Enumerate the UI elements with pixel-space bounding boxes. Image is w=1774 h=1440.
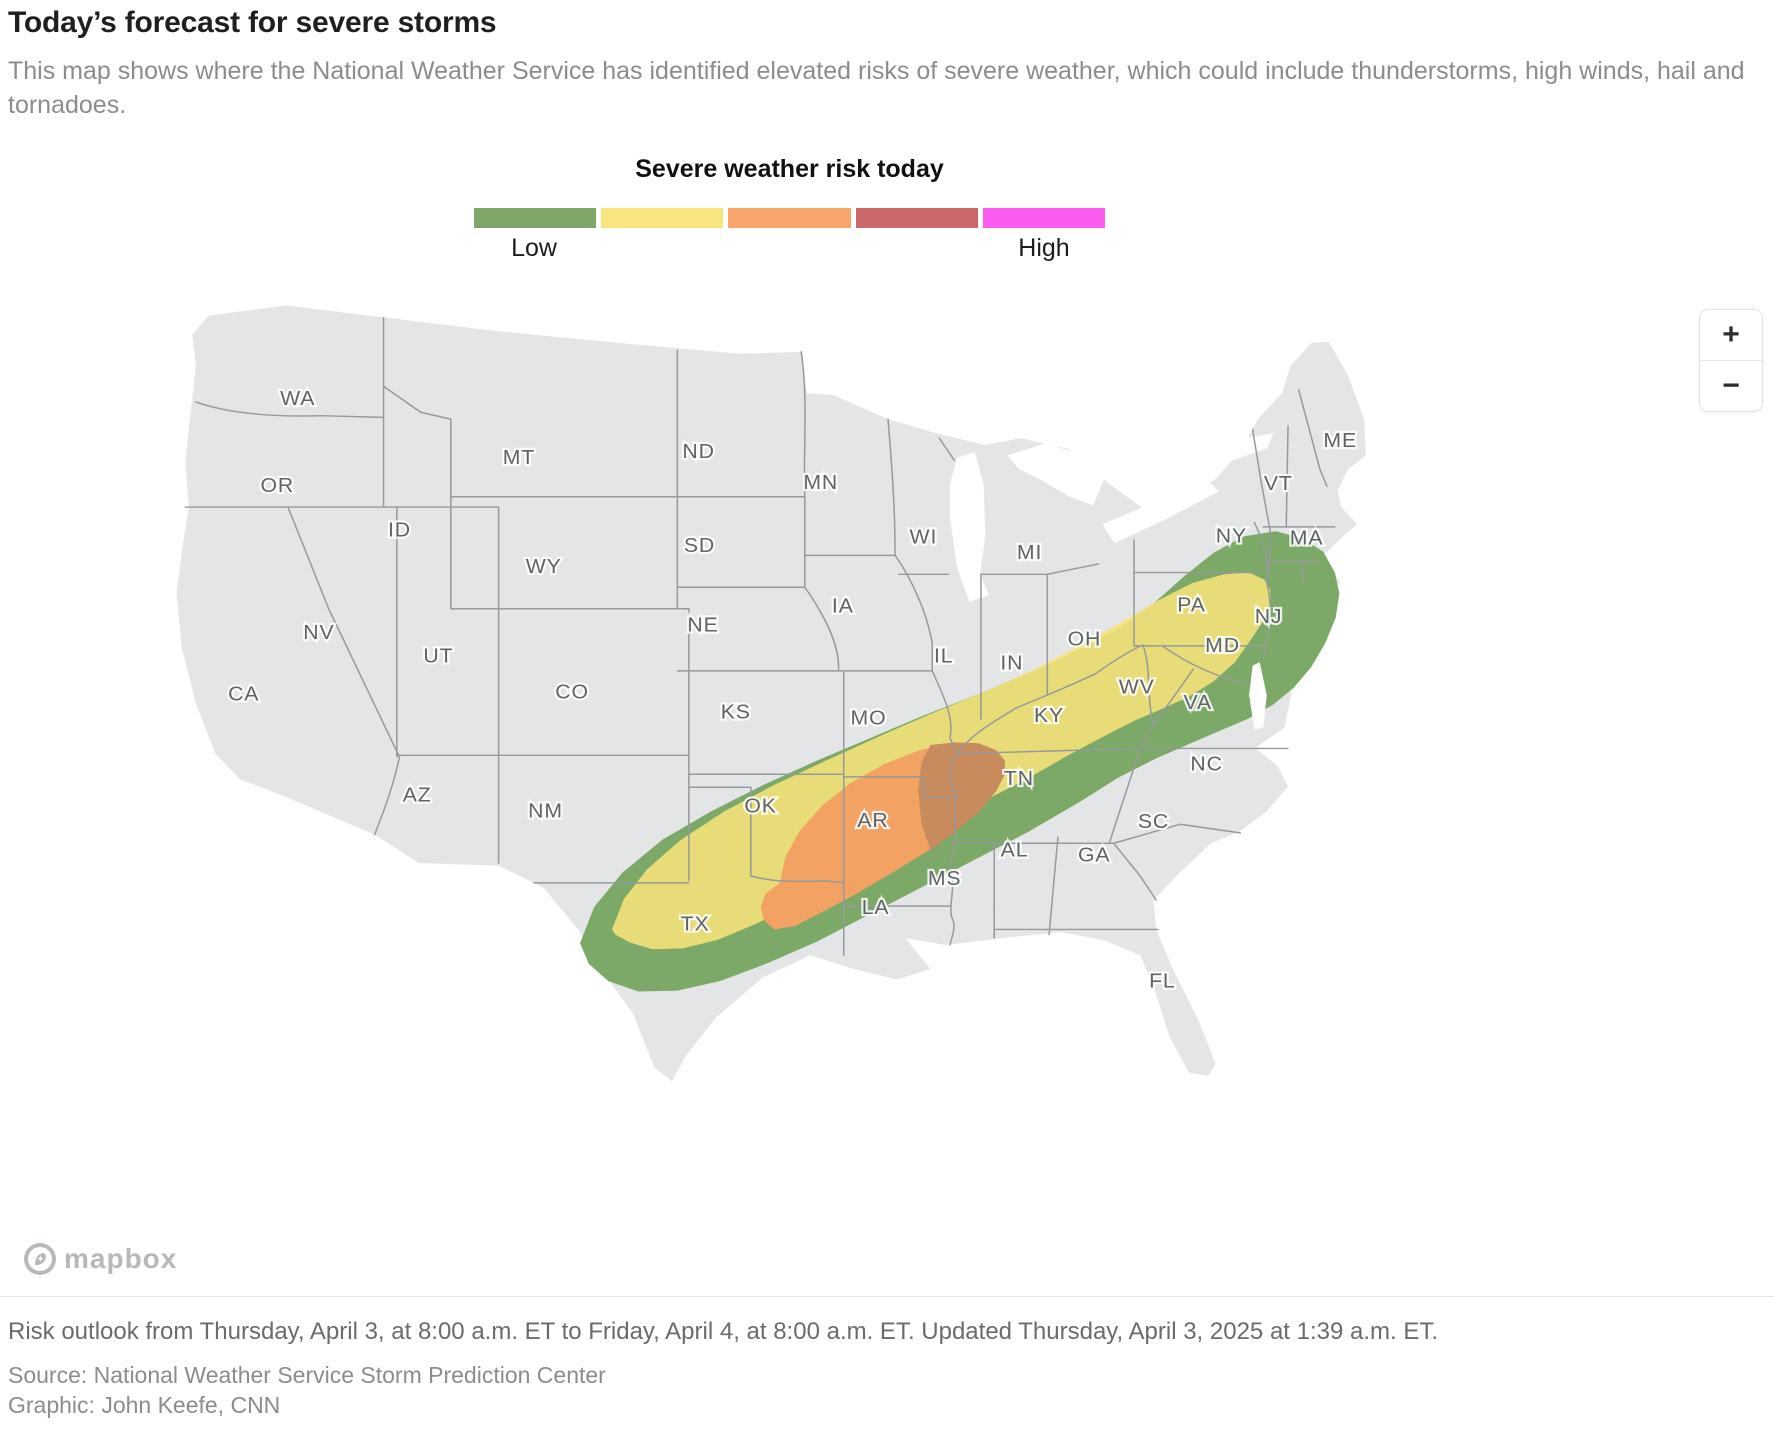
risk-level-3 (728, 208, 851, 228)
page-subtitle: This map shows where the National Weathe… (8, 57, 1745, 119)
risk-band-enhanced-dark (918, 742, 1005, 851)
state-label-ar: AR (857, 809, 888, 832)
footer-credit: Graphic: John Keefe, CNN (8, 1392, 281, 1418)
state-label-al: AL (1001, 839, 1029, 862)
legend: Severe weather risk today Low High (474, 155, 1106, 266)
legend-high-label: High (1018, 234, 1070, 262)
state-label-la: LA (862, 896, 890, 919)
state-label-ma: MA (1290, 527, 1324, 550)
state-label-tn: TN (1004, 767, 1034, 790)
state-label-ok: OK (744, 795, 776, 818)
state-label-nj: NJ (1255, 605, 1283, 628)
legend-axis-labels: Low High (474, 234, 1105, 266)
state-label-id: ID (388, 519, 411, 542)
us-landmass (176, 305, 1366, 1082)
state-label-md: MD (1205, 634, 1240, 657)
lake-huron (1007, 443, 1104, 506)
state-label-ne: NE (687, 614, 718, 637)
legend-color-bar (474, 208, 1106, 228)
risk-level-5 (982, 208, 1106, 228)
risk-level-2 (601, 208, 724, 228)
state-label-wy: WY (526, 555, 562, 578)
lake-erie (1102, 481, 1219, 544)
state-label-ny: NY (1216, 525, 1247, 548)
state-label-ks: KS (721, 701, 751, 724)
state-label-mt: MT (503, 446, 535, 469)
risk-level-1 (474, 208, 597, 228)
state-label-il: IL (934, 645, 953, 668)
state-label-or: OR (261, 474, 295, 497)
zoom-in-button[interactable]: + (1700, 310, 1762, 360)
risk-level-4 (855, 208, 978, 228)
state-label-pa: PA (1177, 594, 1206, 617)
footer-divider (0, 1296, 1774, 1297)
state-label-ms: MS (928, 867, 962, 890)
footer-outlook-note: Risk outlook from Thursday, April 3, at … (8, 1318, 1439, 1345)
state-label-in: IN (1000, 652, 1023, 675)
state-label-mi: MI (1017, 541, 1042, 564)
header: Today’s forecast for severe storms This … (8, 6, 1768, 122)
state-label-me: ME (1323, 429, 1357, 452)
mapbox-attribution[interactable]: mapbox (22, 1241, 177, 1277)
state-label-sc: SC (1138, 810, 1169, 833)
state-label-mo: MO (851, 707, 887, 730)
state-label-nv: NV (303, 621, 334, 644)
state-borders (184, 316, 1336, 957)
state-label-va: VA (1183, 691, 1212, 714)
legend-low-label: Low (511, 234, 557, 262)
state-label-ut: UT (423, 645, 453, 668)
state-label-tx: TX (681, 913, 710, 936)
state-label-ca: CA (228, 683, 259, 706)
state-label-sd: SD (684, 534, 715, 557)
page-title: Today’s forecast for severe storms (8, 6, 497, 39)
map-zoom-control: + − (1699, 309, 1763, 412)
state-label-ga: GA (1078, 844, 1110, 867)
state-label-nc: NC (1190, 752, 1222, 775)
state-label-nd: ND (682, 440, 714, 463)
state-label-mn: MN (803, 471, 838, 494)
lake-michigan (949, 451, 989, 602)
mapbox-logo-icon (24, 1243, 56, 1275)
state-label-fl: FL (1149, 970, 1176, 993)
state-label-nm: NM (528, 800, 563, 823)
severe-weather-map[interactable]: WA OR ID MT ND SD MN WI MI WY NV UT CA AZ NM CO KS NE IA MO… (0, 280, 1774, 1290)
state-label-wi: WI (910, 526, 938, 549)
mapbox-wordmark: mapbox (64, 1243, 178, 1274)
state-label-oh: OH (1068, 628, 1102, 651)
state-label-co: CO (555, 681, 589, 704)
us-map-canvas[interactable]: WA OR ID MT ND SD MN WI MI WY NV UT CA AZ NM CO KS NE IA MO… (0, 280, 1774, 1290)
state-labels: WA OR ID MT ND SD MN WI MI WY NV UT CA AZ NM CO KS NE IA MO… (226, 385, 1358, 995)
chesapeake-bay (1249, 662, 1267, 730)
state-label-wv: WV (1119, 676, 1155, 699)
zoom-out-button[interactable]: − (1700, 361, 1762, 411)
legend-title: Severe weather risk today (635, 155, 944, 183)
state-label-ky: KY (1034, 704, 1064, 727)
footer-source: Source: National Weather Service Storm P… (8, 1362, 606, 1388)
state-label-ia: IA (832, 595, 854, 618)
state-label-az: AZ (403, 784, 432, 807)
state-label-vt: VT (1264, 472, 1293, 495)
state-label-wa: WA (280, 387, 315, 410)
zoom-control-divider (1700, 360, 1762, 361)
